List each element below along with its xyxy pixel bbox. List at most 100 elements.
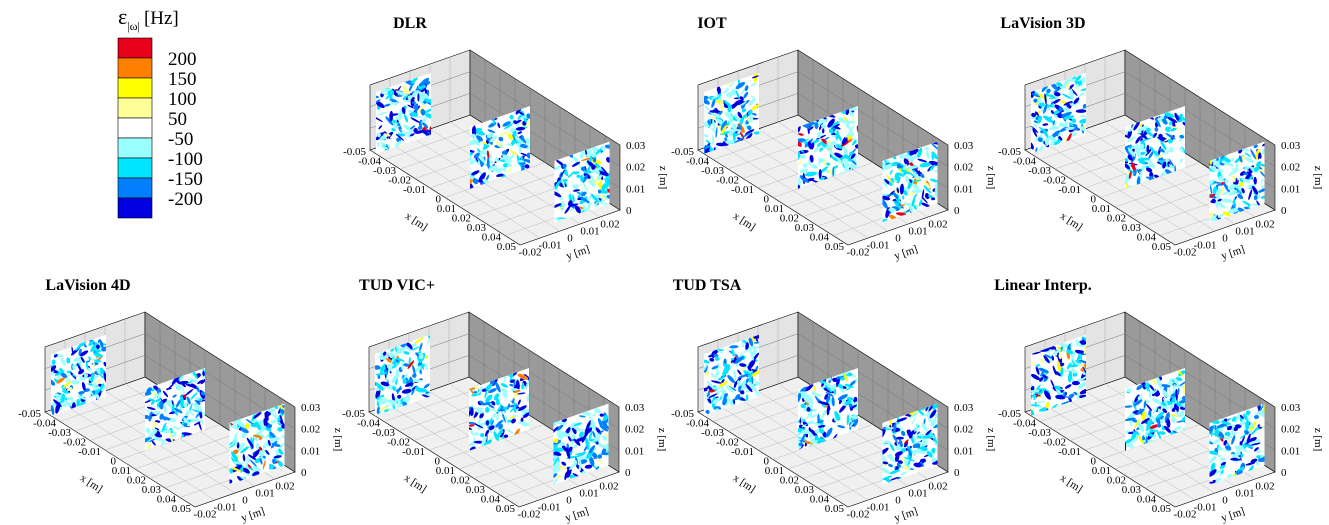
- z-tick-label: 0: [301, 467, 307, 479]
- colorbar-label: -200: [168, 189, 203, 210]
- z-tick-label: 0: [954, 205, 960, 217]
- field-blob: [729, 93, 732, 99]
- colorbar-label: 150: [168, 69, 197, 90]
- colorbar-box: [118, 198, 152, 218]
- panel-title: TUD TSA: [673, 277, 742, 294]
- field-blob: [96, 345, 100, 350]
- y-tick-label: 0.01: [908, 226, 927, 238]
- z-tick-label: 0.03: [626, 140, 646, 152]
- z-axis-label: z [m]: [332, 428, 344, 452]
- colorbar-label: 100: [168, 89, 197, 110]
- x-axis-label: x [m]: [731, 210, 758, 233]
- y-tick-label: -0.01: [538, 502, 561, 514]
- z-tick-label: 0: [954, 467, 960, 479]
- x-tick-label: -0.01: [731, 446, 754, 458]
- z-tick-label: 0.03: [301, 402, 321, 414]
- y-tick-label: 0.01: [1235, 226, 1254, 238]
- colorbar-symbol: ε: [118, 4, 127, 29]
- colorbar-label: 200: [168, 49, 197, 70]
- x-tick-label: -0.01: [403, 184, 426, 196]
- panel-title: DLR: [393, 15, 427, 32]
- y-tick-label: -0.01: [867, 240, 890, 252]
- z-tick-label: 0: [626, 205, 632, 217]
- x-tick-label: 0.05: [497, 241, 517, 253]
- colorbar-box: [118, 158, 152, 178]
- z-tick-label: 0.01: [954, 445, 973, 457]
- panel: DLR-0.05-0.04-0.03-0.02-0.0100.010.020.0…: [343, 15, 669, 263]
- z-tick-label: 0.02: [1281, 424, 1300, 436]
- y-tick-label: 0.01: [908, 488, 927, 500]
- z-tick-label: 0.01: [1281, 445, 1300, 457]
- y-tick-label: 0.01: [255, 488, 274, 500]
- z-axis-label: z [m]: [656, 428, 668, 452]
- x-tick-label: 0.05: [825, 241, 845, 253]
- x-tick-label: -0.01: [1058, 446, 1081, 458]
- z-tick-label: 0.02: [625, 424, 644, 436]
- y-tick-label: 0: [1222, 495, 1228, 507]
- colorbar-label: -50: [168, 129, 193, 150]
- x-axis-label: x [m]: [403, 210, 430, 233]
- panel-title: IOT: [697, 15, 727, 32]
- y-axis-label: y [m]: [893, 243, 920, 262]
- z-tick-label: 0.01: [954, 183, 973, 195]
- colorbar-unit: [Hz]: [144, 8, 179, 29]
- y-tick-label: 0.02: [928, 481, 947, 493]
- panel-title: Linear Interp.: [994, 277, 1091, 294]
- z-axis-label: z [m]: [1312, 166, 1324, 190]
- y-tick-label: -0.01: [539, 240, 562, 252]
- colorbar-box: [118, 118, 152, 138]
- x-axis-label: x [m]: [78, 472, 105, 495]
- y-axis-label: y [m]: [1220, 505, 1247, 524]
- x-tick-label: 0.05: [825, 503, 845, 515]
- z-tick-label: 0.01: [1281, 183, 1300, 195]
- z-tick-label: 0.02: [954, 424, 973, 436]
- x-axis-label: x [m]: [731, 472, 758, 495]
- x-axis-label: x [m]: [1058, 472, 1085, 495]
- x-tick-label: -0.01: [731, 184, 754, 196]
- y-tick-label: 0.02: [928, 219, 947, 231]
- y-tick-label: 0.01: [579, 488, 598, 500]
- y-tick-label: -0.01: [1194, 502, 1217, 514]
- panel-title: LaVision 4D: [45, 277, 130, 294]
- x-tick-label: 0.05: [172, 503, 192, 515]
- colorbar-label: -150: [168, 169, 203, 190]
- z-tick-label: 0.01: [626, 183, 645, 195]
- z-axis-label: z [m]: [657, 166, 669, 190]
- panel: LaVision 4D-0.05-0.04-0.03-0.02-0.0100.0…: [18, 277, 344, 525]
- z-tick-label: 0.03: [1281, 140, 1301, 152]
- y-tick-label: 0: [1222, 233, 1228, 245]
- y-tick-label: -0.01: [1194, 240, 1217, 252]
- colorbar-box: [118, 58, 152, 78]
- z-axis-label: z [m]: [1312, 428, 1324, 452]
- z-tick-label: 0: [625, 467, 631, 479]
- y-tick-label: -0.01: [214, 502, 237, 514]
- z-tick-label: 0.03: [1281, 402, 1301, 414]
- x-axis-label: x [m]: [402, 472, 429, 495]
- y-tick-label: 0.02: [1255, 481, 1274, 493]
- colorbar-box: [118, 138, 152, 158]
- z-tick-label: 0.02: [626, 162, 645, 174]
- x-axis-label: x [m]: [1058, 210, 1085, 233]
- colorbar-label: -100: [168, 149, 203, 170]
- y-axis-label: y [m]: [893, 505, 920, 524]
- x-tick-label: 0.05: [1152, 241, 1172, 253]
- x-tick-label: -0.01: [78, 446, 101, 458]
- panel: IOT-0.05-0.04-0.03-0.02-0.0100.010.020.0…: [671, 15, 997, 263]
- y-axis-label: y [m]: [1220, 243, 1247, 262]
- panel-title: LaVision 3D: [1000, 15, 1085, 32]
- z-tick-label: 0.01: [301, 445, 320, 457]
- y-tick-label: 0: [567, 233, 573, 245]
- colorbar-subscript: |ω|: [127, 19, 140, 33]
- z-tick-label: 0.01: [625, 445, 644, 457]
- y-tick-label: 0: [242, 495, 248, 507]
- figure: ε|ω| [Hz] 20015010050-50-100-150-200 DLR -0…: [0, 0, 1329, 525]
- z-tick-label: 0.02: [1281, 162, 1300, 174]
- colorbar-title: ε|ω| [Hz]: [118, 4, 179, 33]
- y-tick-label: 0.02: [1255, 219, 1274, 231]
- x-tick-label: 0.05: [496, 503, 516, 515]
- panel: TUD VIC+-0.05-0.04-0.03-0.02-0.0100.010.…: [342, 277, 668, 525]
- y-tick-label: 0.02: [599, 481, 618, 493]
- colorbar-label: 50: [168, 109, 187, 130]
- y-axis-label: y [m]: [565, 243, 592, 262]
- y-tick-label: 0.01: [580, 226, 599, 238]
